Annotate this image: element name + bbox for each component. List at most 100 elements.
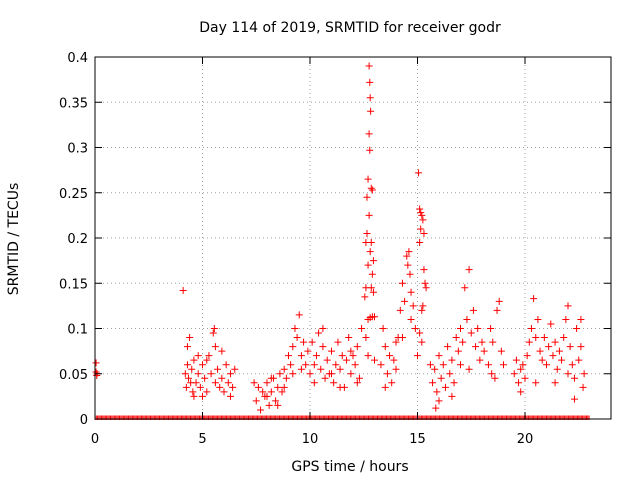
data-point (488, 370, 496, 378)
data-point (190, 392, 198, 400)
data-point (433, 388, 441, 396)
data-point (419, 302, 427, 310)
data-point (259, 388, 267, 396)
data-point (280, 365, 288, 373)
data-point (289, 370, 297, 378)
data-point (416, 205, 424, 213)
data-point (465, 266, 473, 274)
data-point (562, 315, 570, 323)
data-point (336, 365, 344, 373)
data-point (404, 261, 412, 269)
data-point (536, 347, 544, 355)
data-point (519, 361, 527, 369)
data-point (367, 107, 375, 115)
data-point (92, 368, 100, 376)
data-point (364, 261, 372, 269)
data-point (388, 379, 396, 387)
data-point (564, 302, 572, 310)
data-point (549, 352, 557, 360)
grid (95, 57, 611, 419)
data-point (343, 356, 351, 364)
x-tick-label: 10 (302, 432, 319, 447)
data-point (381, 343, 389, 351)
data-point (363, 229, 371, 237)
data-point (196, 383, 204, 391)
data-point (555, 347, 563, 355)
data-point (317, 365, 325, 373)
data-point (493, 306, 501, 314)
data-point (422, 284, 430, 292)
data-point (414, 352, 421, 360)
data-point (323, 356, 331, 364)
data-point (405, 248, 413, 256)
data-point (332, 361, 340, 369)
data-point (444, 343, 452, 351)
data-point (231, 365, 239, 373)
x-tick-label: 5 (198, 432, 206, 447)
data-point (295, 311, 303, 319)
data-point (416, 239, 424, 247)
data-point (476, 356, 484, 364)
axis-ticks: 0 0.05 0.1 0.15 0.2 0.25 0.3 0.35 0.4 0 5 10 15 20 (59, 51, 611, 447)
data-point (465, 365, 473, 373)
data-point (192, 379, 200, 387)
data-point (363, 193, 371, 201)
data-point (409, 302, 417, 310)
data-point (463, 315, 471, 323)
data-point (532, 334, 540, 342)
data-point (265, 401, 273, 409)
data-point (415, 169, 423, 177)
y-axis-label: SRMTID / TECUs (6, 183, 22, 296)
x-tick-label: 20 (517, 432, 534, 447)
data-point (194, 370, 202, 378)
data-point (188, 365, 196, 373)
data-point (211, 379, 219, 387)
data-point (345, 334, 353, 342)
y-tick-label: 0.35 (59, 96, 88, 111)
x-axis-label: GPS time / hours (291, 459, 408, 475)
data-point (218, 374, 226, 382)
data-point (367, 284, 375, 292)
data-point (306, 370, 314, 378)
data-point (426, 361, 434, 369)
data-point (310, 379, 318, 387)
data-point (351, 361, 359, 369)
data-point (530, 295, 538, 303)
data-point (534, 315, 542, 323)
chart-title: Day 114 of 2019, SRMTID for receiver god… (199, 20, 501, 36)
data-point (319, 343, 327, 351)
data-point (419, 216, 427, 224)
data-point (429, 379, 437, 387)
data-point (448, 356, 456, 364)
data-point (527, 325, 535, 332)
data-point (328, 370, 335, 378)
data-point (224, 379, 232, 387)
data-point (420, 266, 428, 274)
data-point (407, 288, 415, 296)
data-point (190, 356, 198, 364)
data-point (291, 325, 299, 332)
data-point (229, 383, 237, 391)
data-point (203, 388, 211, 396)
data-point (474, 325, 482, 332)
data-point (403, 252, 411, 260)
data-point (368, 186, 376, 194)
data-point (446, 370, 454, 378)
data-point (467, 329, 475, 337)
data-point (510, 370, 518, 378)
data-point (267, 388, 275, 396)
data-point (381, 383, 389, 391)
data-point (222, 361, 230, 369)
y-tick-label: 0.1 (67, 323, 88, 338)
data-point (540, 334, 548, 342)
data-point (366, 146, 374, 154)
data-point (390, 356, 398, 364)
data-point (338, 352, 346, 360)
data-point (523, 352, 531, 360)
data-point (452, 334, 460, 342)
data-point (365, 211, 373, 219)
data-point (367, 184, 375, 192)
data-point (214, 365, 222, 373)
